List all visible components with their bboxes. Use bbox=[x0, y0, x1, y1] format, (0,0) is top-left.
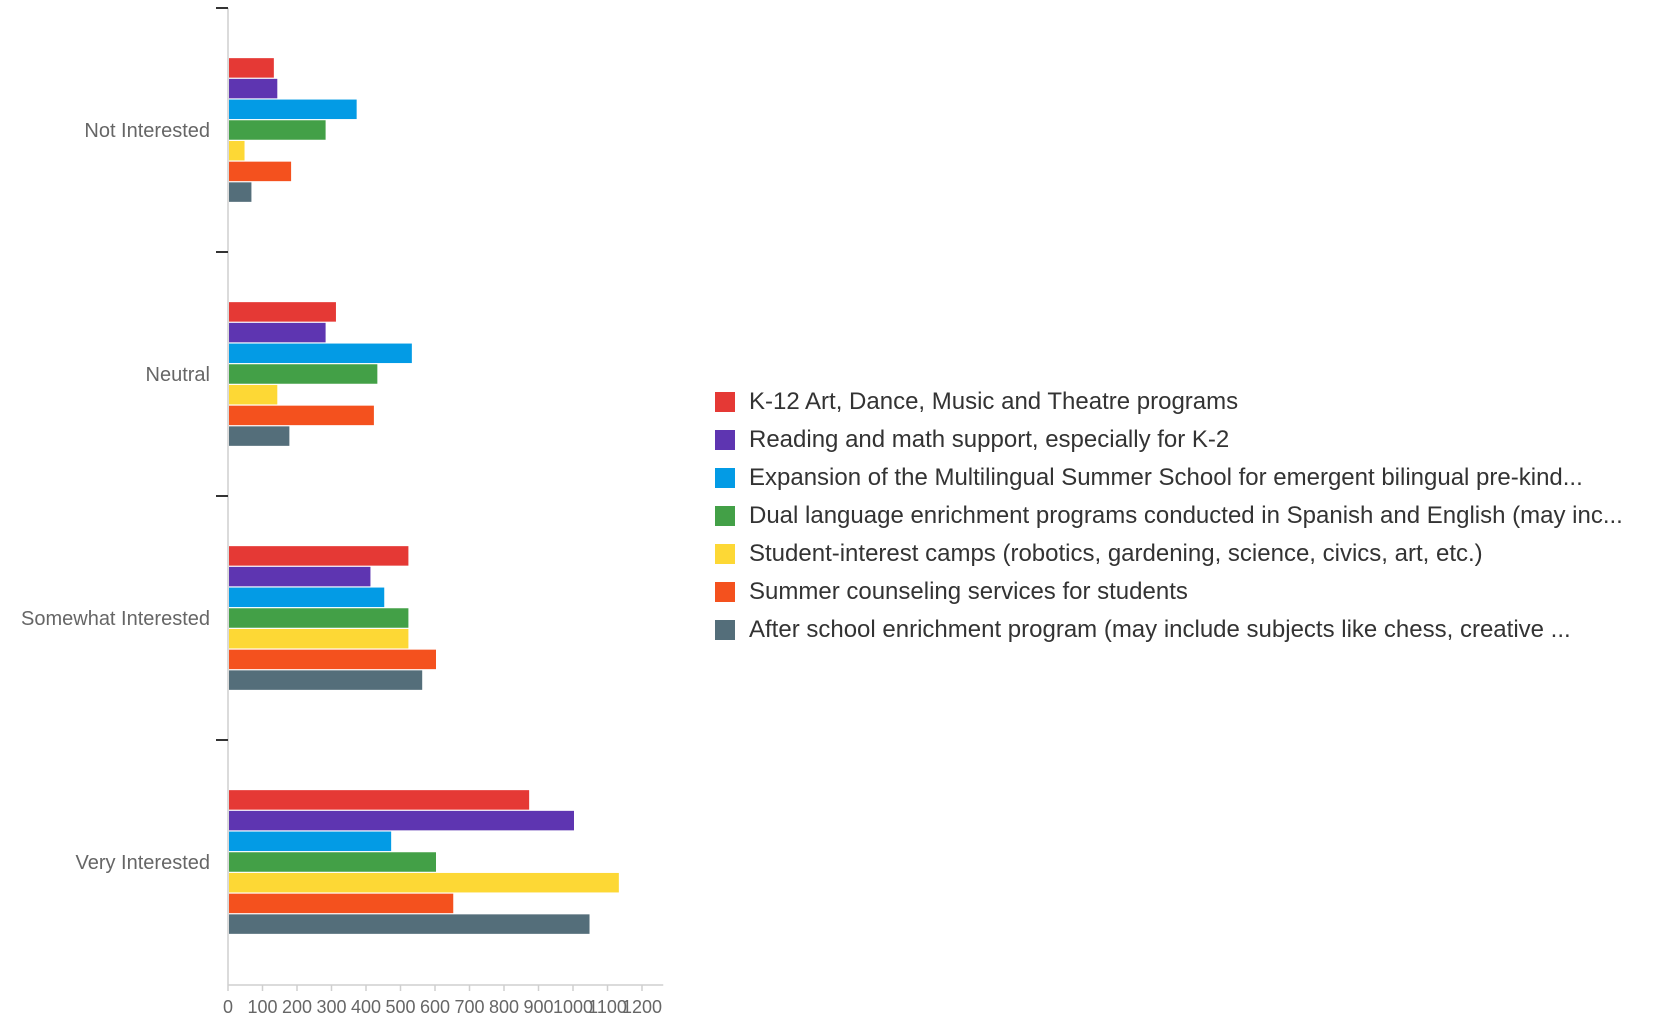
bar bbox=[229, 384, 278, 405]
legend-item[interactable]: Summer counseling services for students bbox=[715, 573, 1623, 611]
category-label: Not Interested bbox=[84, 120, 210, 142]
legend-swatch bbox=[715, 392, 735, 412]
bar bbox=[229, 322, 326, 343]
bar bbox=[229, 670, 423, 690]
bar bbox=[229, 405, 374, 426]
bar bbox=[229, 343, 412, 364]
bar bbox=[229, 587, 385, 608]
legend-label: Dual language enrichment programs conduc… bbox=[749, 502, 1623, 529]
bar bbox=[229, 810, 574, 831]
bar bbox=[229, 914, 590, 934]
legend-swatch bbox=[715, 544, 735, 564]
x-tick-label: 900 bbox=[523, 997, 553, 1017]
bar bbox=[229, 99, 357, 120]
bar bbox=[229, 426, 290, 446]
bar bbox=[229, 628, 409, 649]
legend-swatch bbox=[715, 582, 735, 602]
x-tick-label: 200 bbox=[282, 997, 312, 1017]
bar bbox=[229, 608, 409, 628]
bar bbox=[229, 302, 336, 322]
bar bbox=[229, 120, 326, 140]
bar bbox=[229, 546, 409, 566]
bar bbox=[229, 893, 454, 914]
legend-label: Student-interest camps (robotics, garden… bbox=[749, 540, 1483, 567]
x-tick-label: 1200 bbox=[622, 997, 662, 1017]
legend-label: Expansion of the Multilingual Summer Sch… bbox=[749, 464, 1583, 491]
bar bbox=[229, 852, 436, 872]
x-tick-label: 500 bbox=[385, 997, 415, 1017]
bar bbox=[229, 364, 378, 384]
bar bbox=[229, 182, 252, 202]
legend-item[interactable]: After school enrichment program (may inc… bbox=[715, 611, 1623, 649]
category-label: Somewhat Interested bbox=[21, 608, 210, 630]
x-tick-label: 700 bbox=[454, 997, 484, 1017]
bar bbox=[229, 161, 292, 182]
bar bbox=[229, 790, 530, 810]
legend-item[interactable]: Student-interest camps (robotics, garden… bbox=[715, 535, 1623, 573]
bar bbox=[229, 872, 619, 893]
legend-swatch bbox=[715, 430, 735, 450]
x-tick-label: 300 bbox=[316, 997, 346, 1017]
category-label: Very Interested bbox=[75, 852, 210, 874]
legend: K-12 Art, Dance, Music and Theatre progr… bbox=[715, 383, 1623, 649]
legend-item[interactable]: Reading and math support, especially for… bbox=[715, 421, 1623, 459]
bar bbox=[229, 831, 392, 852]
legend-swatch bbox=[715, 468, 735, 488]
bar bbox=[229, 649, 436, 670]
bar bbox=[229, 140, 245, 161]
category-label: Neutral bbox=[146, 364, 210, 386]
legend-label: After school enrichment program (may inc… bbox=[749, 616, 1571, 643]
legend-item[interactable]: Expansion of the Multilingual Summer Sch… bbox=[715, 459, 1623, 497]
legend-label: K-12 Art, Dance, Music and Theatre progr… bbox=[749, 388, 1239, 415]
x-tick-label: 1100 bbox=[588, 997, 627, 1017]
bar bbox=[229, 78, 278, 99]
x-tick-label: 400 bbox=[351, 997, 381, 1017]
legend-swatch bbox=[715, 506, 735, 526]
legend-swatch bbox=[715, 620, 735, 640]
x-tick-label: 600 bbox=[420, 997, 450, 1017]
legend-item[interactable]: K-12 Art, Dance, Music and Theatre progr… bbox=[715, 383, 1623, 421]
bar bbox=[229, 566, 371, 587]
legend-label: Reading and math support, especially for… bbox=[749, 426, 1230, 453]
x-tick-label: 0 bbox=[223, 997, 233, 1017]
x-tick-label: 800 bbox=[489, 997, 519, 1017]
legend-label: Summer counseling services for students bbox=[749, 578, 1188, 605]
bar bbox=[229, 58, 274, 78]
legend-item[interactable]: Dual language enrichment programs conduc… bbox=[715, 497, 1623, 535]
x-tick-label: 1000 bbox=[553, 997, 593, 1017]
x-tick-label: 100 bbox=[247, 997, 277, 1017]
